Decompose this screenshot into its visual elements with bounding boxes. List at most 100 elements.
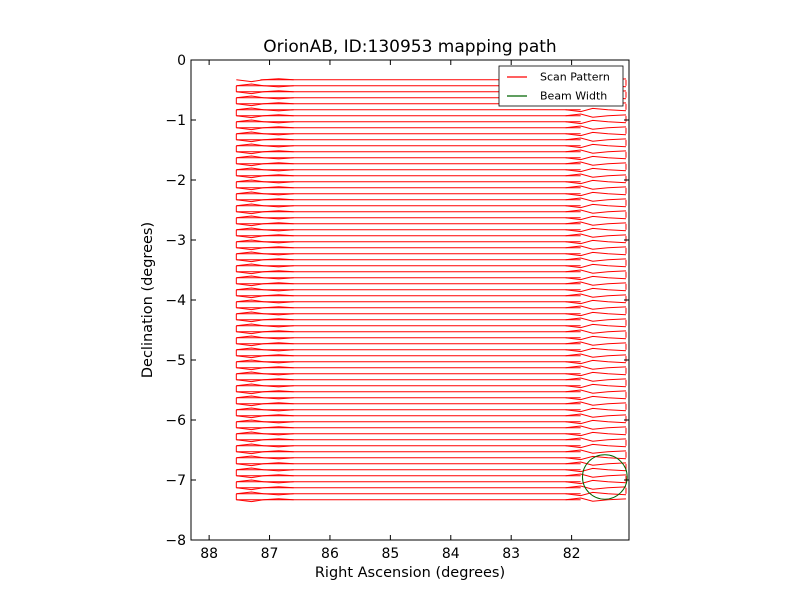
scan-row-east-jitter <box>565 221 627 226</box>
legend-box <box>498 65 624 107</box>
scan-row-east-jitter <box>565 185 627 190</box>
x-axis-ticks: 88 87 86 85 84 83 82 <box>200 60 581 562</box>
scan-row-west-jitter <box>236 95 294 100</box>
scan-row-east-jitter <box>565 209 627 214</box>
scan-row-west-jitter <box>236 438 294 443</box>
x-tick-label: 83 <box>502 546 520 562</box>
scan-row-east-jitter <box>565 365 627 370</box>
scan-row-east-jitter <box>565 377 627 382</box>
scan-row-west-jitter <box>236 395 294 400</box>
scan-row-west-jitter <box>236 455 294 460</box>
scan-row-east-jitter <box>565 353 627 358</box>
scan-row-east-jitter <box>565 161 627 166</box>
scan-row-east-jitter <box>565 245 627 250</box>
scan-row-east-jitter <box>565 281 627 286</box>
scan-row-east-jitter <box>565 293 627 298</box>
scan-row-west-jitter <box>236 83 294 88</box>
scan-row-east-jitter <box>565 275 627 281</box>
scan-row-east-jitter <box>565 329 627 334</box>
y-tick-label: −2 <box>165 173 186 189</box>
scan-row-west-jitter <box>236 299 294 304</box>
scan-row-east-jitter <box>565 317 627 322</box>
scan-row-east-jitter <box>565 419 627 425</box>
legend: Scan Pattern Beam Width <box>498 65 624 107</box>
scan-row-east-jitter <box>565 425 627 430</box>
scan-row-east-jitter <box>565 137 627 142</box>
scan-row-east-jitter <box>565 443 627 449</box>
scan-row-east-jitter <box>565 449 627 454</box>
scan-row-west-jitter <box>236 258 294 263</box>
scan-row-east-jitter <box>565 407 627 413</box>
scan-row-east-jitter <box>565 173 627 178</box>
scan-row-east-jitter <box>565 461 627 466</box>
scan-row-west-jitter <box>236 174 294 179</box>
scan-row-west-jitter <box>236 78 294 83</box>
scan-row-west-jitter <box>236 179 294 184</box>
scan-row-west-jitter <box>236 294 294 299</box>
scan-row-west-jitter <box>236 347 294 352</box>
scan-row-east-jitter <box>565 239 627 245</box>
scan-row-west-jitter <box>236 342 294 347</box>
y-axis-ticks: 0 −1 −2 −3 −4 −5 −6 −7 −8 <box>165 53 629 549</box>
x-tick-label: 82 <box>563 546 581 562</box>
scan-row-west-jitter <box>236 155 294 160</box>
scan-row-east-jitter <box>565 149 627 154</box>
scan-row-west-jitter <box>236 431 294 436</box>
scan-row-east-jitter <box>565 251 627 257</box>
scan-row-east-jitter <box>565 215 627 221</box>
scan-row-west-jitter <box>236 203 294 208</box>
scan-row-west-jitter <box>236 323 294 328</box>
scan-row-east-jitter <box>565 299 627 305</box>
scan-row-west-jitter <box>236 167 294 172</box>
scan-row-west-jitter <box>236 102 294 107</box>
scan-row-east-jitter <box>565 107 627 113</box>
scan-row-east-jitter <box>565 473 627 478</box>
scan-row-east-jitter <box>565 479 627 485</box>
scan-row-east-jitter <box>565 341 627 346</box>
scan-row-east-jitter <box>565 269 627 274</box>
scan-row-west-jitter <box>236 462 294 467</box>
scan-row-east-jitter <box>565 383 627 389</box>
scan-row-east-jitter <box>565 401 627 406</box>
scan-row-west-jitter <box>236 107 294 112</box>
scan-row-east-jitter <box>565 305 627 310</box>
y-tick-label: 0 <box>177 53 186 69</box>
scan-row-west-jitter <box>236 486 294 491</box>
scan-row-west-jitter <box>236 378 294 383</box>
scan-row-east-jitter <box>565 113 627 118</box>
scan-row-west-jitter <box>236 390 294 395</box>
scan-row-east-jitter <box>565 257 627 262</box>
scan-row-east-jitter <box>565 467 627 473</box>
scan-row-west-jitter <box>236 479 294 484</box>
scan-row-east-jitter <box>565 485 627 490</box>
scan-row-west-jitter <box>236 474 294 479</box>
scan-row-east-jitter <box>565 371 627 377</box>
scan-row-west-jitter <box>236 246 294 251</box>
scan-row-east-jitter <box>565 431 627 437</box>
x-tick-label: 86 <box>321 546 339 562</box>
scan-row-east-jitter <box>565 197 627 202</box>
scan-row-east-jitter <box>565 227 627 233</box>
scan-row-east-jitter <box>565 311 627 317</box>
scan-row-west-jitter <box>236 270 294 275</box>
scan-row-west-jitter <box>236 162 294 167</box>
scan-row-west-jitter <box>236 222 294 227</box>
scan-row-east-jitter <box>565 287 627 293</box>
scan-row-west-jitter <box>236 126 294 131</box>
scan-row-west-jitter <box>236 414 294 419</box>
scan-row-west-jitter <box>236 335 294 340</box>
beam-width-circle <box>581 454 628 500</box>
scan-row-east-jitter <box>565 323 627 329</box>
scan-row-east-jitter <box>565 125 627 130</box>
scan-row-east-jitter <box>565 395 627 401</box>
scan-row-west-jitter <box>236 426 294 431</box>
scan-row-east-jitter <box>565 191 627 197</box>
scan-row-west-jitter <box>236 371 294 376</box>
scan-row-west-jitter <box>236 498 294 503</box>
scan-row-east-jitter <box>565 179 627 185</box>
scan-row-west-jitter <box>236 359 294 364</box>
scan-row-west-jitter <box>236 210 294 215</box>
scan-row-west-jitter <box>236 251 294 256</box>
